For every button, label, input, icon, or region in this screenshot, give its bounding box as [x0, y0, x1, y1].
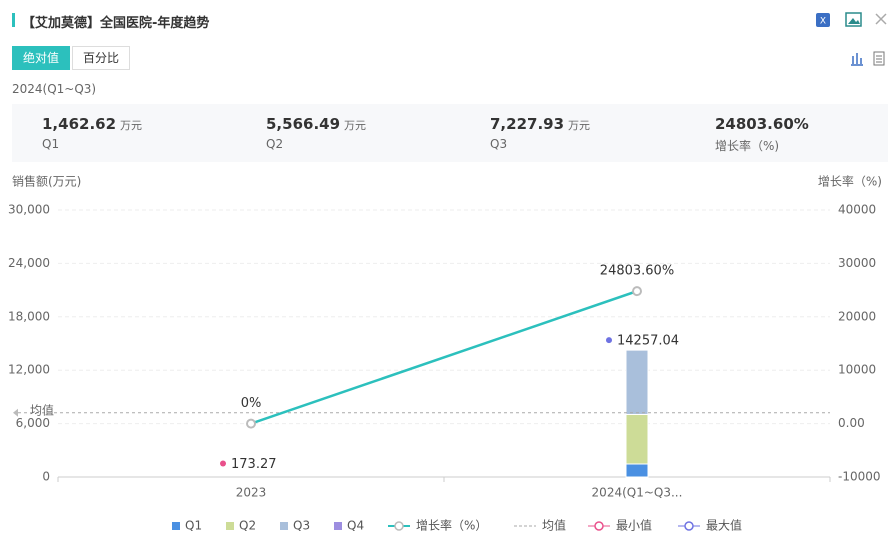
- y-axis-title: 销售额(万元): [12, 174, 81, 189]
- y-tick-label: 18,000: [8, 309, 50, 323]
- summary-unit: 万元: [120, 119, 143, 132]
- summary: 1,462.62 万元 Q1 5,566.49 万元 Q2 7,227.93 万元 Q3 2…: [12, 104, 888, 162]
- summary-value: 1,462.62: [42, 115, 117, 133]
- y2-tick-label: -10000: [838, 470, 881, 484]
- min-point: [220, 460, 226, 467]
- summary-card: 1,462.62 万元 Q1: [42, 114, 142, 151]
- tab[interactable]: 绝对值: [12, 46, 71, 70]
- y2-tick-label: 20000: [838, 309, 876, 323]
- title-accent: [12, 13, 15, 27]
- growth-label: 24803.60%: [600, 264, 674, 279]
- y-tick-label: 24,000: [8, 256, 50, 270]
- growth-label: 0%: [241, 396, 262, 411]
- chart: 销售额(万元) 增长率（%) 0 6,000 12,000 18,000 24,000 3…: [8, 174, 882, 533]
- period: 2024(Q1~Q3): [12, 82, 97, 96]
- legend-label: 增长率（%）: [416, 518, 487, 533]
- legend-swatch: [172, 522, 180, 530]
- y-tick-label: 6,000: [16, 416, 50, 430]
- summary-value: 24803.60%: [715, 115, 809, 133]
- growth-line: [250, 289, 638, 425]
- summary-card: 7,227.93 万元 Q3: [490, 114, 590, 151]
- y-tick-label: 12,000: [8, 363, 50, 377]
- y2-axis-title: 增长率（%): [818, 174, 882, 189]
- average-marker: [13, 408, 18, 417]
- summary-card: 5,566.49 万元 Q2: [266, 114, 366, 151]
- summary-label: Q3: [490, 137, 508, 151]
- legend-label: Q2: [239, 519, 256, 533]
- view-icons[interactable]: [848, 50, 888, 68]
- max-label: 14257.04: [617, 334, 679, 349]
- min-label: 173.27: [231, 457, 277, 472]
- tab[interactable]: 百分比: [72, 46, 131, 70]
- max-point: [606, 337, 612, 344]
- legend-swatch: [394, 521, 404, 531]
- svg-text:X: X: [820, 17, 826, 27]
- summary-label: 增长率（%): [715, 139, 780, 153]
- legend-label: Q1: [185, 519, 202, 533]
- summary-label: Q2: [266, 137, 284, 151]
- y2-tick-label: 40000: [838, 203, 876, 217]
- y2-tick-label: 30000: [838, 256, 876, 270]
- legend-swatch: [594, 521, 604, 531]
- summary-value: 5,566.49: [266, 115, 341, 133]
- toolbar-icons[interactable]: X: [812, 10, 892, 32]
- growth-point: [246, 418, 256, 429]
- legend-label: Q3: [293, 519, 310, 533]
- y-tick-label: 30,000: [8, 203, 50, 217]
- x-tick-label: 2023: [236, 486, 267, 500]
- x-tick-label: 2024(Q1~Q3...: [592, 486, 683, 500]
- legend-swatch: [684, 521, 694, 531]
- summary-unit: 万元: [344, 119, 367, 132]
- legend-label: 均值: [542, 518, 566, 533]
- y2-tick-label: 10000: [838, 363, 876, 377]
- bar-segment: [625, 463, 649, 478]
- summary-label: Q1: [42, 137, 60, 151]
- summary-value: 7,227.93: [490, 115, 565, 133]
- y2-tick-label: 0.00: [838, 416, 865, 430]
- title: 【艾加莫德】全国医院-年度趋势: [22, 16, 210, 31]
- y-tick-label: 0: [42, 470, 50, 484]
- legend-swatch: [280, 522, 288, 530]
- growth-point: [632, 286, 642, 297]
- legend-label: 最小值: [616, 518, 652, 533]
- legend-label: Q4: [347, 519, 364, 533]
- legend-swatch: [226, 522, 234, 530]
- legend-label: 最大值: [706, 518, 742, 533]
- bar-segment: [625, 413, 649, 465]
- summary-card: 24803.60% 增长率（%): [715, 114, 809, 154]
- bar-segment: [625, 349, 649, 415]
- legend-swatch: [334, 522, 342, 530]
- average-label: 均值: [30, 402, 54, 417]
- summary-unit: 万元: [568, 119, 591, 132]
